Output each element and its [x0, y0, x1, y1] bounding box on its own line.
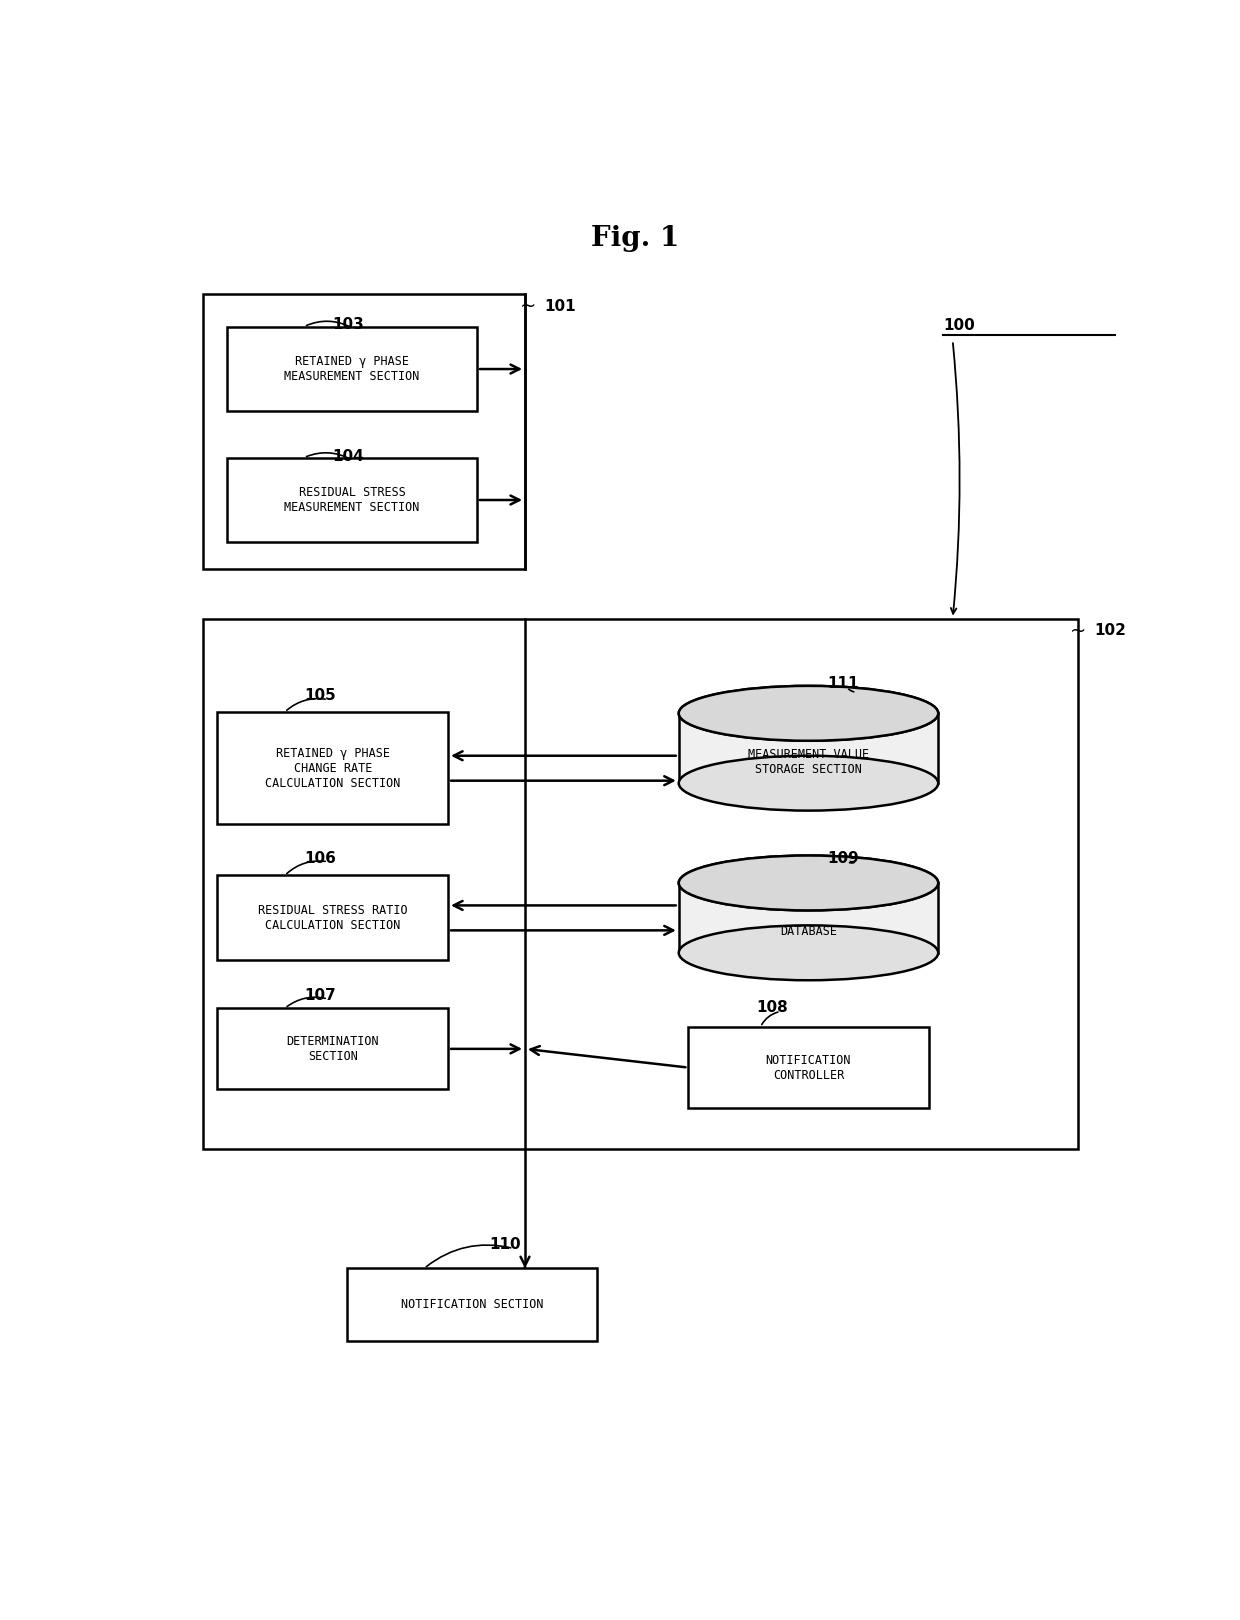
Text: 103: 103: [332, 316, 365, 332]
Bar: [203, 295, 525, 569]
Bar: [347, 1268, 598, 1341]
Ellipse shape: [678, 755, 939, 810]
Text: ~: ~: [1070, 622, 1086, 640]
Ellipse shape: [678, 685, 939, 740]
Text: 110: 110: [490, 1238, 521, 1252]
Ellipse shape: [678, 685, 939, 740]
Bar: [688, 1027, 929, 1108]
Bar: [203, 619, 1078, 1149]
Text: MEASUREMENT VALUE
STORAGE SECTION: MEASUREMENT VALUE STORAGE SECTION: [748, 748, 869, 776]
Text: DETERMINATION
SECTION: DETERMINATION SECTION: [286, 1035, 379, 1063]
Ellipse shape: [678, 855, 939, 910]
Text: 111: 111: [828, 676, 859, 690]
Text: DATABASE: DATABASE: [780, 925, 837, 938]
Text: RESIDUAL STRESS RATIO
CALCULATION SECTION: RESIDUAL STRESS RATIO CALCULATION SECTIO…: [258, 904, 408, 931]
Text: 100: 100: [942, 318, 975, 332]
Text: RETAINED γ PHASE
CHANGE RATE
CALCULATION SECTION: RETAINED γ PHASE CHANGE RATE CALCULATION…: [265, 747, 401, 789]
Polygon shape: [678, 713, 939, 782]
Ellipse shape: [678, 855, 939, 910]
Text: 102: 102: [1094, 624, 1126, 638]
Text: 107: 107: [304, 988, 336, 1003]
Bar: [217, 713, 448, 825]
Text: RETAINED γ PHASE
MEASUREMENT SECTION: RETAINED γ PHASE MEASUREMENT SECTION: [284, 355, 419, 382]
Text: 106: 106: [304, 850, 336, 865]
Text: ~: ~: [521, 296, 537, 316]
Polygon shape: [678, 883, 939, 953]
Bar: [227, 457, 477, 543]
Text: Fig. 1: Fig. 1: [591, 225, 680, 251]
Text: 101: 101: [544, 300, 575, 314]
Text: 104: 104: [332, 449, 365, 463]
Text: RESIDUAL STRESS
MEASUREMENT SECTION: RESIDUAL STRESS MEASUREMENT SECTION: [284, 486, 419, 514]
Bar: [227, 327, 477, 411]
Ellipse shape: [678, 925, 939, 980]
Text: 108: 108: [756, 1000, 789, 1016]
Text: 105: 105: [304, 688, 336, 703]
Text: 109: 109: [828, 850, 859, 865]
Bar: [678, 883, 939, 953]
Text: NOTIFICATION
CONTROLLER: NOTIFICATION CONTROLLER: [766, 1053, 851, 1082]
Text: NOTIFICATION SECTION: NOTIFICATION SECTION: [401, 1298, 543, 1311]
Bar: [217, 875, 448, 961]
Bar: [678, 713, 939, 782]
Bar: [217, 1008, 448, 1089]
